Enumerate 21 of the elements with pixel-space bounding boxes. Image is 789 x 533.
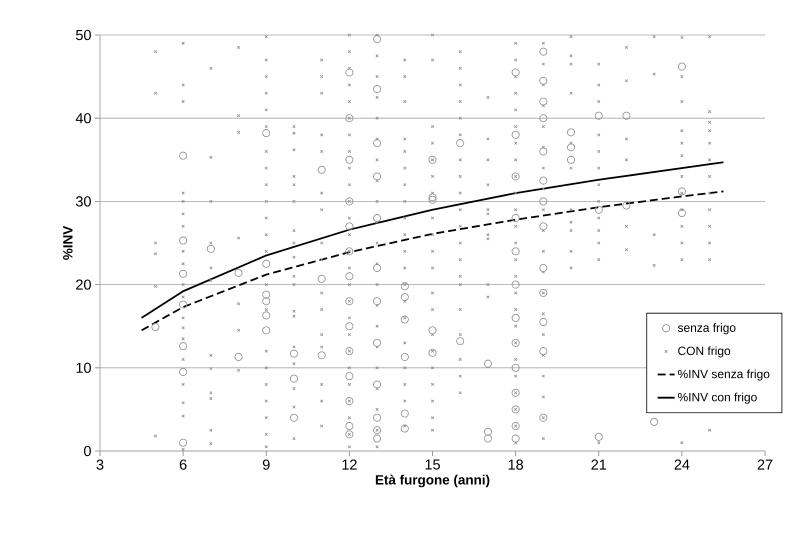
legend-label: %INV con frigo [678,392,757,404]
x-tick-label: 6 [180,460,187,470]
x-tick-label: 18 [508,460,524,470]
y-tick-label: 0 [84,446,91,456]
y-tick-label: 30 [76,196,91,207]
y-axis-title: %INV [63,226,73,260]
x-tick-label: 27 [758,460,772,470]
x-tick-label: 12 [342,460,357,470]
y-tick-label: 10 [76,362,91,373]
x-tick-label: 3 [96,460,104,470]
x-tick-label: 15 [426,460,440,470]
x-tick-label: 21 [591,460,606,470]
legend-label: senza frigo [678,323,736,334]
legend-label: %INV senza frigo [678,369,770,381]
y-tick-label: 40 [76,113,91,124]
legend-label: CON frigo [678,346,730,358]
x-tick-label: 24 [674,460,690,470]
y-tick-label: 50 [76,30,91,40]
y-tick-label: 20 [76,279,91,290]
x-tick-label: 9 [262,460,270,470]
x-axis-title: Età furgone (anni) [376,474,490,488]
